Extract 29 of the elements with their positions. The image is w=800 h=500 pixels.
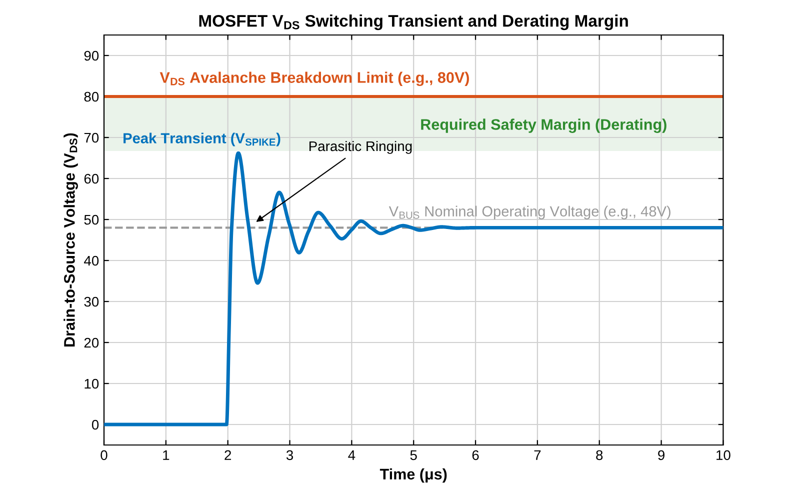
x-tick-label: 5: [410, 450, 417, 460]
chart-title: MOSFET V$_{DS}$ Switching Transient and Derating Margin: [199, 14, 628, 30]
x-tick-label: 7: [534, 450, 541, 460]
y-tick-label: 60: [84, 174, 99, 184]
x-tick-label: 1: [163, 450, 170, 460]
band-label: Required Safety Margin (Derating): [421, 118, 666, 133]
y-tick-label: 10: [84, 378, 99, 389]
y-tick-label: 20: [84, 338, 99, 348]
x-tick-label: 3: [286, 450, 294, 460]
y-tick-label: 70: [84, 132, 99, 143]
y-tick-label: 50: [84, 214, 99, 225]
x-axis-title: Time (μs): [380, 468, 447, 483]
y-tick-label: 0: [92, 420, 99, 430]
annotation: Peak Transient (V$_{SPIKE}$): [124, 132, 280, 146]
ref-line-label: V$_{DS}$ Avalanche Breakdown Limit (e.g., 80V): [160, 72, 469, 86]
annotation: Parasitic Ringing: [309, 140, 412, 154]
y-axis-title: Drain-to-Source Voltage (V$_{DS}$): [64, 133, 78, 346]
x-tick-label: 4: [348, 450, 356, 460]
y-tick-label: 30: [84, 296, 99, 307]
x-tick-label: 9: [658, 450, 664, 460]
y-tick-label: 80: [84, 92, 99, 102]
ref-line-label: V$_{BUS}$ Nominal Operating Voltage (e.g., 48V): [388, 206, 670, 220]
x-tick-label: 0: [100, 450, 108, 460]
x-tick-label: 2: [224, 450, 232, 460]
y-tick-label: 90: [84, 50, 99, 61]
y-tick-label: 40: [84, 256, 99, 266]
x-tick-label: 10: [716, 450, 730, 460]
x-tick-label: 6: [472, 450, 479, 460]
x-tick-label: 8: [596, 450, 603, 460]
